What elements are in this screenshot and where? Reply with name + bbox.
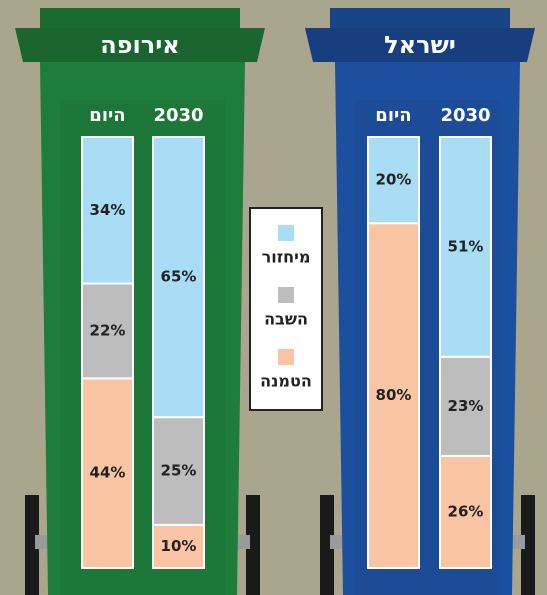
value-label: 26%	[448, 502, 484, 520]
value-label: 51%	[448, 237, 484, 255]
infographic: אירופה ישראל היום 44% 22% 34% 2030 10% 25% 65% הי…	[0, 0, 547, 595]
category-label: 2030	[153, 105, 203, 126]
legend-swatch	[278, 225, 294, 241]
value-label: 20%	[376, 171, 412, 189]
value-label: 80%	[376, 386, 412, 404]
value-label: 25%	[161, 462, 197, 480]
lid-handle	[40, 8, 240, 28]
category-label: היום	[375, 105, 411, 126]
value-label: 65%	[161, 268, 197, 286]
legend-label: מיחזור	[262, 248, 311, 267]
value-label: 44%	[90, 464, 126, 482]
legend-label: הטמנה	[260, 372, 312, 391]
value-label: 23%	[448, 397, 484, 415]
bin-title: אירופה	[100, 31, 180, 59]
legend-label: השבה	[264, 310, 308, 329]
value-label: 34%	[90, 201, 126, 219]
category-label: היום	[89, 105, 125, 126]
value-label: 22%	[90, 321, 126, 339]
value-label: 10%	[161, 537, 197, 555]
bin-title: ישראל	[384, 31, 456, 59]
legend-swatch	[278, 287, 294, 303]
lid-handle	[330, 8, 510, 28]
legend-swatch	[278, 349, 294, 365]
category-label: 2030	[440, 105, 490, 126]
